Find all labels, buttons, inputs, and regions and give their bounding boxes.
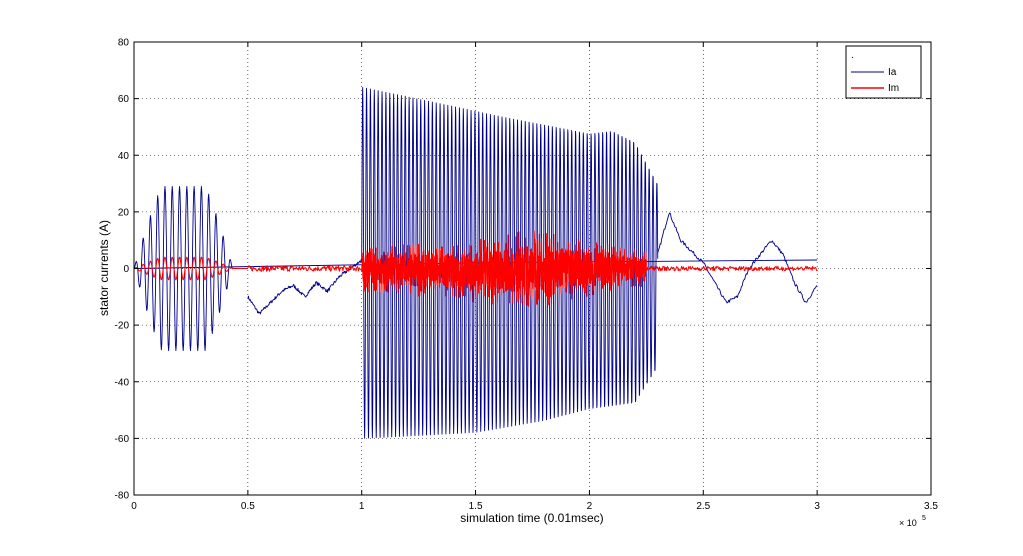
y-tick-label: 60: [118, 94, 130, 105]
series-im-segment-2: [361, 230, 647, 307]
x-tick-label: 3: [814, 501, 820, 512]
y-axis-title: stator currents (A): [97, 220, 111, 316]
series-im-segment-3: [645, 265, 818, 272]
y-tick-label: 80: [118, 38, 130, 49]
legend-label-im: Im: [888, 83, 899, 94]
legend-header: .: [851, 50, 854, 61]
y-tick-label: 20: [118, 207, 130, 218]
x-axis-multiplier: × 10 5: [899, 515, 926, 528]
x-tick-label: 2: [587, 501, 593, 512]
x-axis-title: simulation time (0.01msec): [460, 511, 603, 525]
x-tick-label: 1: [359, 501, 365, 512]
x-tick-label: 0: [131, 501, 137, 512]
series-im-segment-0: [134, 256, 248, 281]
x-tick-label: 0.5: [241, 501, 255, 512]
y-tick-label: 40: [118, 151, 130, 162]
series-im-segment-1: [247, 265, 363, 272]
series-im: [134, 230, 818, 307]
y-tick-label: -60: [115, 434, 130, 445]
y-tick-label: 0: [123, 264, 129, 275]
y-tick-label: -80: [115, 491, 130, 502]
x-multiplier-exponent: 5: [922, 515, 926, 522]
series-ia-segment-2: [361, 87, 659, 439]
tick-labels: 0 0.5 1 1.5 2 2.5 3 3.5 -80 -60 -40 -20 0 20 40 60 80: [115, 38, 939, 513]
legend-label-ia: Ia: [888, 67, 897, 78]
x-tick-label: 2.5: [696, 501, 710, 512]
x-tick-label: 3.5: [924, 501, 938, 512]
legend: . Ia Im: [845, 45, 922, 99]
ticks: [133, 41, 932, 496]
series-layer: [134, 87, 818, 439]
series-ia-segment-1: [247, 258, 363, 315]
x-multiplier-base: × 10: [899, 518, 917, 528]
series-ia-segment-3: [657, 212, 818, 304]
x-tick-label: 1.5: [469, 501, 483, 512]
y-tick-label: -40: [115, 377, 130, 388]
y-tick-label: -20: [115, 321, 130, 332]
